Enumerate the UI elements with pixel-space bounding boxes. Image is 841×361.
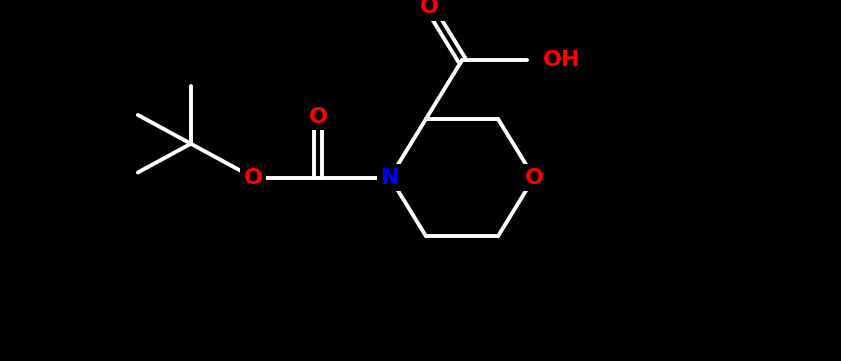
Text: O: O xyxy=(420,0,439,17)
Text: N: N xyxy=(381,168,399,188)
Text: OH: OH xyxy=(542,50,580,70)
Text: O: O xyxy=(309,106,327,127)
Text: O: O xyxy=(525,168,543,188)
Text: O: O xyxy=(244,168,262,188)
